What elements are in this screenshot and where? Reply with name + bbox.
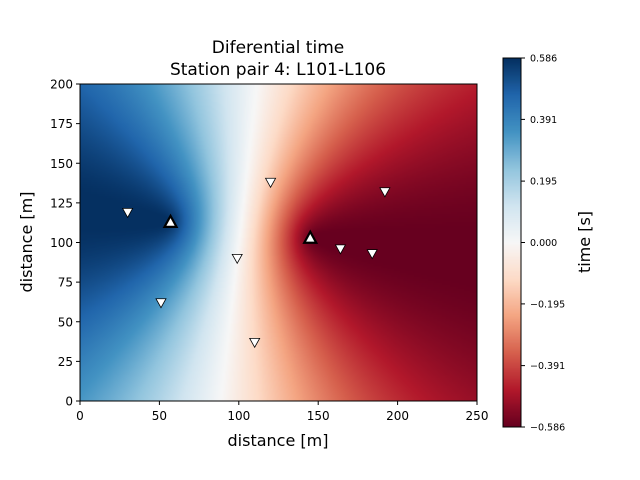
station-marker [379,187,391,198]
colorbar-ticks: 0.586 0.391 0.195 0.000 −0.195 −0.391 −0.586 [521,54,565,434]
x-tick-label: 200 [386,409,409,423]
station-marker [334,244,347,255]
x-tick-label: 50 [152,409,167,423]
heatmap-raster [80,84,477,401]
x-tick-label: 150 [307,409,330,423]
colorbar-tick-label: 0.000 [530,238,557,249]
chart-title-line2: Station pair 4: L101-L106 [170,60,386,80]
station-marker [231,253,243,265]
colorbar-tick-label: 0.195 [530,177,557,188]
station-marker [249,337,261,349]
y-tick-label: 25 [58,355,73,369]
y-tick-label: 0 [65,395,73,409]
station-pair-marker [162,213,179,228]
x-tick-label: 100 [227,409,250,423]
colorbar: 0.586 0.391 0.195 0.000 −0.195 −0.391 −0.586 [502,54,565,434]
y-tick-label: 150 [50,157,73,171]
x-axis-ticks: 0 50 100 150 200 250 [76,401,488,423]
station-marker [121,207,134,219]
station-pair-marker [302,229,319,244]
station-marker [366,249,378,260]
y-tick-label: 175 [50,117,73,131]
colorbar-tick-label: −0.391 [530,361,565,372]
colorbar-gradient [503,58,521,427]
y-tick-label: 125 [50,196,73,210]
colorbar-label: time [s] [575,211,594,273]
y-axis-label: distance [m] [17,192,36,293]
y-tick-label: 200 [50,78,73,92]
x-tick-label: 0 [76,409,84,423]
y-axis-ticks: 0 25 50 75 100 125 150 175 200 [50,78,80,409]
y-tick-label: 50 [58,315,73,329]
plot-area: 0 50 100 150 200 250 0 25 50 75 100 125 150 175 200 [50,78,488,424]
y-tick-label: 100 [50,236,73,250]
y-tick-label: 75 [58,276,73,290]
colorbar-tick-label: −0.586 [530,423,565,434]
station-markers [121,177,391,349]
x-tick-label: 250 [466,409,489,423]
x-axis-label: distance [m] [228,431,329,450]
station-marker [264,177,277,189]
colorbar-tick-label: 0.391 [530,115,557,126]
colorbar-tick-label: −0.195 [530,299,565,310]
chart-title-line1: Diferential time [212,38,344,58]
station-marker [155,298,167,309]
colorbar-tick-label: 0.586 [530,54,557,65]
